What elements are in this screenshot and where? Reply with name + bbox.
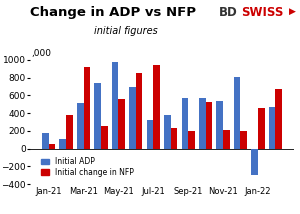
Text: Change in ADP vs NFP: Change in ADP vs NFP [30,6,196,19]
Bar [112,62,119,149]
Bar [136,73,142,149]
Bar [251,149,258,175]
Bar [129,87,136,149]
Bar [241,131,247,149]
Bar [153,65,160,149]
Bar [171,128,177,149]
Bar [182,98,188,149]
Text: SWISS: SWISS [242,6,284,19]
Bar [147,120,153,149]
Text: ,000: ,000 [31,49,51,58]
Bar [269,107,275,149]
Bar [164,115,171,149]
Bar [216,101,223,149]
Bar [42,133,49,149]
Bar [118,99,125,149]
Bar [206,101,212,149]
Bar [66,115,73,149]
Bar [94,83,101,149]
Bar [83,67,90,149]
Text: initial figures: initial figures [94,26,158,36]
Bar [188,131,195,149]
Bar [234,77,241,149]
Bar [223,130,230,149]
Bar [77,103,83,149]
Bar [49,144,55,149]
Text: BD: BD [219,6,238,19]
Text: ▶: ▶ [289,6,296,15]
Bar [59,139,66,149]
Bar [275,89,282,149]
Bar [199,98,206,149]
Bar [101,126,108,149]
Legend: Initial ADP, Initial change in NFP: Initial ADP, Initial change in NFP [39,155,136,179]
Bar [258,108,265,149]
